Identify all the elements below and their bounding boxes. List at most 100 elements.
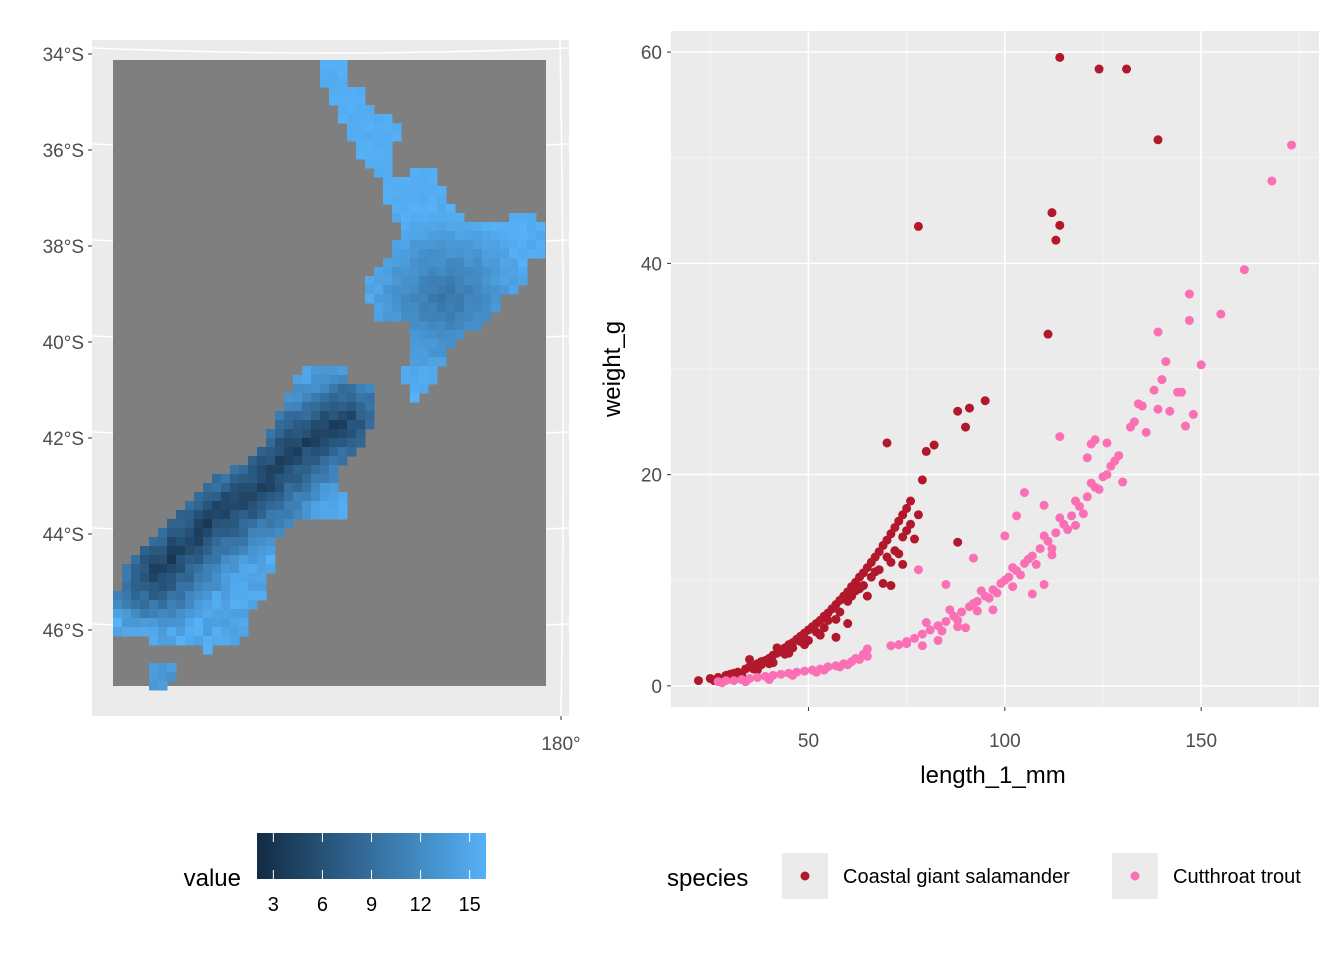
map-raster-cell (419, 330, 429, 340)
map-raster-cell (410, 330, 420, 340)
map-raster-cell (185, 501, 195, 511)
map-raster-cell (446, 312, 456, 322)
scatter-points (693, 52, 1297, 688)
map-raster-cell (194, 528, 204, 538)
scatter-point (1078, 509, 1088, 519)
map-raster-cell (419, 267, 429, 277)
map-raster-cell (212, 519, 222, 529)
map-raster-cell (113, 618, 123, 628)
map-raster-cell (293, 510, 303, 520)
map-raster-cell (329, 510, 339, 520)
map-raster-cell (410, 348, 420, 358)
map-raster-cell (410, 303, 420, 313)
map-raster-cell (374, 294, 384, 304)
legend-label-trout: Cutthroat trout (1173, 866, 1301, 888)
map-raster-cell (311, 492, 321, 502)
map-raster-cell (428, 366, 438, 376)
scatter-point (878, 578, 888, 588)
map-raster-cell (194, 609, 204, 619)
scatter-point (1188, 409, 1198, 419)
map-raster-cell (266, 429, 276, 439)
map-raster-cell (464, 240, 474, 250)
map-raster-cell (248, 474, 258, 484)
map-raster-cell (221, 636, 231, 646)
map-raster-cell (473, 312, 483, 322)
map-raster-cell (320, 393, 330, 403)
map-raster-cell (176, 573, 186, 583)
scatter-point (1090, 435, 1100, 445)
scatter-point (1102, 470, 1112, 480)
map-raster-cell (266, 528, 276, 538)
map-raster-cell (428, 321, 438, 331)
scatter-point (815, 630, 825, 640)
scatter-point (717, 678, 727, 688)
scatter-point (1082, 453, 1092, 463)
map-raster-cell (212, 474, 222, 484)
scatter-point (729, 676, 739, 686)
map-raster-cell (464, 276, 474, 286)
scatter-y-tick-label: 40 (641, 254, 662, 275)
map-raster-cell (194, 636, 204, 646)
map-raster-cell (374, 276, 384, 286)
map-y-tick-label: 46°S (43, 621, 84, 642)
map-raster-cell (347, 114, 357, 124)
map-raster-cell (365, 276, 375, 286)
map-raster-cell (365, 393, 375, 403)
map-raster-cell (356, 411, 366, 421)
map-raster-cell (464, 285, 474, 295)
map-raster-cell (338, 456, 348, 466)
map-raster-cell (419, 204, 429, 214)
map-raster-cell (410, 285, 420, 295)
map-raster-cell (482, 303, 492, 313)
map-raster-cell (374, 159, 384, 169)
map-raster-cell (140, 600, 150, 610)
map-raster-cell (212, 564, 222, 574)
scatter-x-tick-label: 150 (1185, 731, 1217, 752)
map-raster-cell (365, 384, 375, 394)
map-raster-cell (212, 483, 222, 493)
map-raster-cell (455, 294, 465, 304)
map-raster-cell (257, 528, 267, 538)
map-raster-cell (464, 321, 474, 331)
map-raster-cell (158, 582, 168, 592)
map-raster-cell (284, 465, 294, 475)
map-raster-cell (257, 555, 267, 565)
map-raster-cell (275, 447, 285, 457)
map-raster-cell (176, 627, 186, 637)
map-raster-cell (149, 663, 159, 673)
map-raster-cell (239, 465, 249, 475)
scatter-point (1012, 511, 1022, 521)
map-raster-cell (122, 600, 132, 610)
map-raster-cell (311, 366, 321, 376)
map-raster-cell (176, 546, 186, 556)
map-raster-cell (158, 618, 168, 628)
scatter-point (1047, 208, 1057, 218)
map-raster-cell (302, 501, 312, 511)
map-raster-cell (365, 105, 375, 115)
map-raster-cell (194, 510, 204, 520)
map-raster-cell (284, 438, 294, 448)
map-raster-cell (293, 384, 303, 394)
map-raster-cell (230, 627, 240, 637)
map-x-tick-label: 180° (541, 734, 580, 755)
map-raster-cell (491, 240, 501, 250)
map-raster-cell (302, 420, 312, 430)
scatter-point (968, 553, 978, 563)
map-raster-cell (509, 222, 519, 232)
scatter-series-salamander (693, 52, 1163, 686)
map-raster-cell (185, 636, 195, 646)
map-raster-cell (275, 465, 285, 475)
scatter-point (1157, 375, 1167, 385)
scatter-point (1184, 315, 1194, 325)
map-raster-cell (419, 186, 429, 196)
map-raster-cell (392, 195, 402, 205)
scatter-point (894, 640, 904, 650)
map-raster-cell (437, 249, 447, 259)
map-y-tick-label: 40°S (43, 333, 84, 354)
map-raster-cell (212, 528, 222, 538)
map-raster-cell (329, 96, 339, 106)
map-raster-cell (320, 510, 330, 520)
map-raster-cell (176, 582, 186, 592)
map-raster-cell (365, 150, 375, 160)
map-raster-cell (203, 519, 213, 529)
